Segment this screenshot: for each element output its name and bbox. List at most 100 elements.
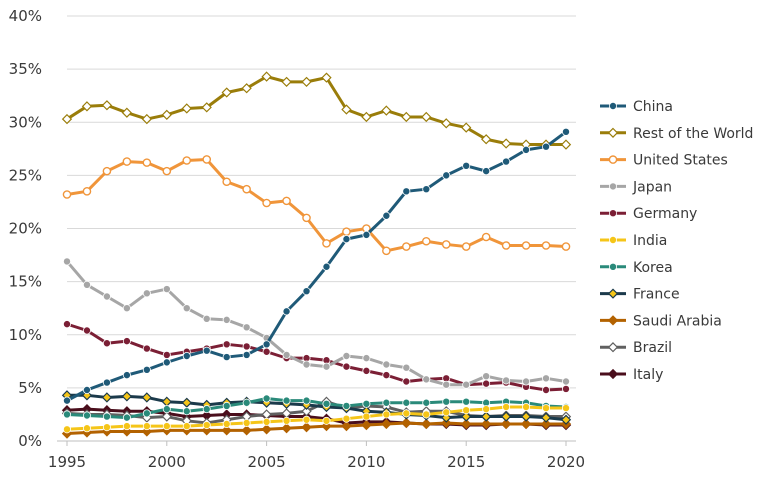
data-point-japan [542, 374, 551, 383]
data-point-rest-of-the-world [161, 109, 172, 120]
data-point-korea [102, 412, 111, 421]
data-point-india [282, 416, 291, 425]
data-point-saudi-arabia [361, 419, 372, 431]
legend-label: Rest of the World [633, 126, 753, 142]
legend-item-rest-of-the-world: Rest of the World [600, 126, 753, 142]
data-point-rest-of-the-world [101, 100, 113, 111]
data-point-france [560, 414, 572, 425]
legend-swatch-marker [609, 235, 618, 244]
data-point-rest-of-the-world [241, 83, 252, 94]
data-point-korea [362, 399, 371, 408]
legend-item-india: India [600, 233, 667, 249]
data-point-saudi-arabia [221, 425, 232, 436]
data-point-india [302, 415, 311, 424]
data-point-china [442, 171, 451, 180]
series-germany [63, 320, 571, 394]
data-point-saudi-arabia [461, 418, 472, 430]
gridlines [67, 15, 576, 389]
legend-item-korea: Korea [600, 260, 673, 276]
data-point-japan [222, 315, 231, 324]
data-point-japan [482, 372, 491, 381]
data-point-japan [162, 285, 171, 294]
data-point-japan [382, 360, 391, 369]
data-point-japan [202, 314, 211, 323]
legend-swatch-marker [609, 262, 618, 271]
data-point-china [282, 307, 291, 316]
data-point-saudi-arabia [301, 422, 312, 433]
data-point-india [382, 410, 391, 419]
data-point-rest-of-the-world [321, 72, 332, 83]
data-point-china [222, 353, 231, 362]
y-tick-label: 40% [9, 7, 42, 25]
data-point-france [121, 391, 133, 402]
data-point-united-states [82, 187, 92, 196]
data-point-brazil [301, 406, 312, 417]
data-point-china [202, 346, 211, 355]
data-point-korea [342, 401, 351, 410]
legend-label: France [633, 287, 680, 303]
data-point-korea [462, 397, 471, 406]
legend-item-saudi-arabia: Saudi Arabia [600, 313, 722, 329]
data-point-india [562, 404, 571, 413]
data-point-japan [302, 360, 311, 369]
data-point-korea [122, 413, 131, 422]
data-point-rest-of-the-world [221, 87, 232, 98]
data-point-china [482, 167, 491, 176]
data-point-united-states [501, 241, 511, 250]
data-point-france [500, 411, 512, 422]
data-point-saudi-arabia [401, 417, 412, 429]
axes: 0% 5% 10% 15% 20% 25% 30% 35% 40% 1995 2000 2005 201… [9, 7, 585, 471]
data-point-china [122, 371, 131, 380]
data-point-korea [63, 410, 72, 419]
x-tick-label: 2010 [347, 453, 385, 471]
data-point-india [342, 414, 351, 423]
data-point-rest-of-the-world [181, 103, 192, 114]
y-tick-label: 15% [9, 273, 42, 291]
data-point-rest-of-the-world [201, 102, 212, 113]
data-point-united-states [182, 156, 192, 165]
data-point-india [102, 423, 111, 432]
data-point-india [262, 417, 271, 426]
data-point-rest-of-the-world [481, 134, 492, 145]
data-point-india [542, 404, 551, 413]
y-tick-label: 35% [9, 60, 42, 78]
data-point-germany [362, 366, 371, 375]
data-point-united-states [461, 242, 471, 251]
data-point-china [262, 340, 271, 349]
data-point-united-states [142, 158, 152, 167]
legend-item-germany: Germany [600, 206, 697, 222]
data-point-united-states [541, 241, 551, 250]
data-point-saudi-arabia [241, 425, 252, 436]
data-point-japan [242, 323, 251, 332]
data-point-germany [482, 379, 491, 388]
y-tick-label: 30% [9, 113, 42, 131]
data-point-china [522, 145, 531, 154]
data-point-united-states [481, 232, 491, 242]
legend-swatch-marker [609, 209, 618, 218]
data-point-korea [82, 411, 91, 420]
data-point-germany [242, 342, 251, 351]
data-point-japan [122, 304, 131, 313]
data-point-rest-of-the-world [461, 122, 472, 133]
data-point-china [322, 262, 331, 271]
legend-label: China [633, 99, 673, 115]
data-point-japan [102, 292, 111, 301]
data-point-japan [422, 375, 431, 384]
data-point-korea [382, 398, 391, 407]
data-point-japan [342, 351, 351, 360]
data-point-korea [162, 405, 171, 414]
legend-swatch-marker [609, 182, 618, 191]
series-united-states [62, 155, 571, 256]
data-point-china [242, 350, 251, 359]
data-point-germany [63, 320, 72, 329]
data-point-japan [442, 380, 451, 389]
data-point-united-states [402, 242, 411, 251]
legend-label: Saudi Arabia [633, 313, 722, 329]
data-point-rest-of-the-world [141, 113, 152, 125]
legend-label: Korea [633, 260, 673, 276]
data-point-rest-of-the-world [560, 139, 572, 150]
data-point-japan [63, 257, 72, 266]
series-line-germany [66, 322, 567, 392]
data-point-france [461, 411, 472, 422]
data-point-china [502, 157, 511, 166]
